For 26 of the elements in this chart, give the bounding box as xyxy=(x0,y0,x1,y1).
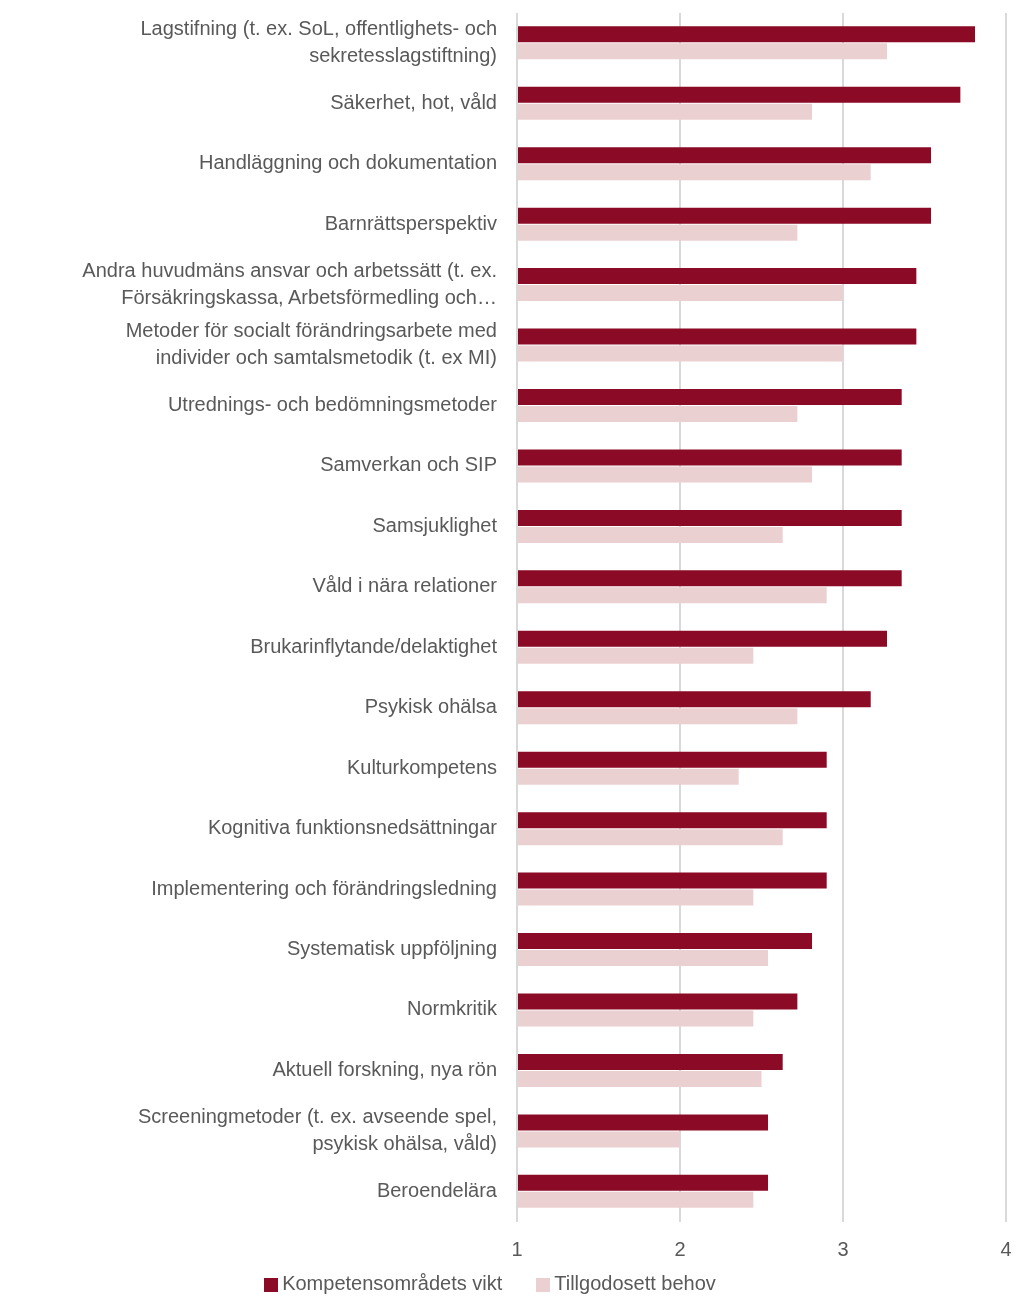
x-tick-label: 4 xyxy=(1000,1238,1012,1261)
y-tick-label: Andra huvudmäns ansvar och arbetssätt (t. ex. Försäkringskassa, Arbetsförmedling och… xyxy=(82,258,497,308)
y-tick-label: Psykisk ohälsa xyxy=(364,695,498,718)
y-tick-label: Normkritik xyxy=(407,997,498,1020)
legend-label: Kompetensområdets vikt xyxy=(282,1272,503,1294)
y-tick-label: Utrednings- och bedömningsmetoder xyxy=(167,393,498,416)
y-tick-label: Säkerhet, hot, våld xyxy=(330,90,497,113)
y-tick-label: Aktuell forskning, nya rön xyxy=(272,1058,497,1081)
y-tick-label: Barnrättsperspektiv xyxy=(324,211,497,234)
y-tick-label: Kognitiva funktionsnedsättningar xyxy=(207,816,498,839)
y-tick-label: Samsjuklighet xyxy=(372,514,498,537)
y-tick-label: Brukarinflytande/delaktighet xyxy=(250,635,498,658)
y-tick-label: Kulturkompetens xyxy=(346,755,497,778)
y-tick-label: Handläggning och dokumentation xyxy=(199,151,497,174)
x-tick-label: 1 xyxy=(511,1238,523,1261)
y-tick-label: Screeningmetoder (t. ex. avseende spel, psykisk ohälsa, våld) xyxy=(137,1105,497,1155)
x-tick-label: 3 xyxy=(837,1238,849,1261)
x-tick-label: 2 xyxy=(674,1238,686,1261)
y-tick-label: Systematisk uppföljning xyxy=(286,937,497,960)
y-tick-label: Lagstifning (t. ex. SoL, offentlighets- och sekretesslagstiftning) xyxy=(140,17,497,67)
legend-label: Tillgodosett behov xyxy=(554,1272,716,1294)
y-tick-label: Metoder för socialt förändringsarbete med individer och samtalsmetodik (t. ex MI) xyxy=(125,319,497,369)
y-tick-label: Samverkan och SIP xyxy=(320,453,497,476)
y-tick-label: Implementering och förändringsledning xyxy=(151,876,497,899)
y-tick-label: Beroendelära xyxy=(376,1179,498,1202)
y-tick-label: Våld i nära relationer xyxy=(312,574,498,597)
